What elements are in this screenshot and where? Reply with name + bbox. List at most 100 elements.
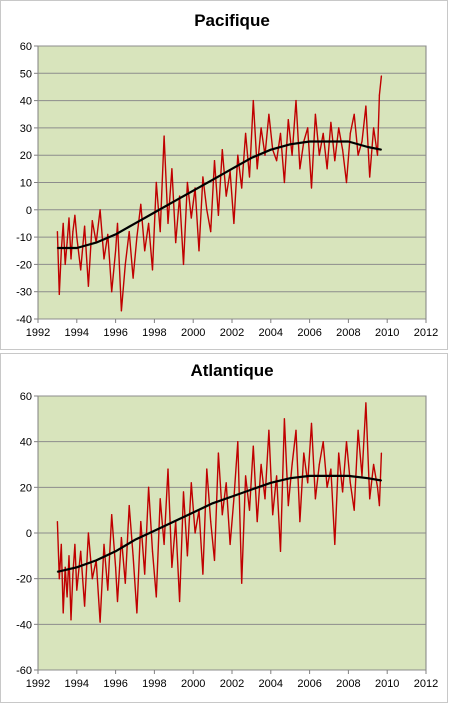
- data-point: [338, 127, 340, 129]
- data-point: [303, 452, 305, 454]
- data-point: [76, 589, 78, 591]
- x-tick-label: 2006: [297, 678, 321, 690]
- data-point: [198, 250, 200, 252]
- trend-point: [76, 247, 78, 249]
- data-point: [111, 291, 113, 293]
- y-tick-label: -20: [16, 259, 32, 271]
- data-point: [171, 168, 173, 170]
- data-point: [225, 195, 227, 197]
- x-tick-label: 2008: [336, 678, 360, 690]
- trend-point: [115, 233, 117, 235]
- data-point: [252, 100, 254, 102]
- data-point: [186, 555, 188, 557]
- data-point: [202, 573, 204, 575]
- data-point: [318, 463, 320, 466]
- data-point: [365, 105, 367, 107]
- data-point: [163, 135, 165, 137]
- x-tick-label: 1998: [142, 327, 166, 339]
- data-point: [115, 566, 117, 568]
- data-point: [334, 543, 336, 545]
- data-point: [345, 181, 348, 184]
- data-point: [279, 132, 282, 134]
- data-point: [124, 263, 126, 265]
- data-point: [91, 220, 93, 222]
- chart-panel-pacifique: Pacifique -40 -30 -20 -10 0 10 20 30 40 50 60 1992 19…: [0, 0, 448, 350]
- data-point: [225, 482, 227, 484]
- x-tick-label: 1992: [26, 678, 50, 690]
- data-point: [330, 121, 332, 123]
- data-point: [322, 132, 324, 134]
- data-point: [99, 621, 101, 623]
- trend-point: [115, 550, 117, 552]
- data-point: [179, 195, 181, 197]
- data-point: [291, 463, 293, 466]
- data-point: [287, 119, 289, 121]
- data-point: [136, 612, 138, 614]
- y-tick-label: 0: [26, 205, 32, 217]
- chart-panel-atlantique: Atlantique -60 -40 -20 0 20 40 60 1992 1994 1996 19…: [0, 353, 448, 703]
- data-point: [241, 582, 243, 584]
- data-point: [68, 217, 70, 219]
- data-point: [151, 550, 154, 552]
- data-point: [349, 482, 351, 484]
- data-point: [233, 498, 235, 500]
- chart-title: Pacifique: [194, 11, 270, 30]
- data-point: [76, 236, 78, 238]
- data-point: [148, 486, 150, 488]
- data-point: [72, 573, 74, 575]
- data-point: [213, 160, 216, 162]
- data-point: [248, 176, 251, 178]
- data-point: [330, 468, 332, 470]
- data-point: [310, 187, 313, 189]
- trend-point: [380, 149, 382, 151]
- trend-point: [153, 530, 155, 532]
- y-tick-label: -10: [16, 232, 32, 244]
- data-point: [357, 429, 359, 431]
- trend-point: [95, 559, 97, 561]
- data-point: [338, 452, 340, 454]
- x-tick-label: 2008: [336, 327, 360, 339]
- data-point: [291, 154, 293, 156]
- data-point: [175, 242, 177, 244]
- data-point: [140, 521, 142, 523]
- y-tick-label: 0: [26, 528, 32, 540]
- x-tick-label: 2002: [220, 678, 244, 690]
- data-point: [217, 452, 219, 454]
- data-point: [68, 555, 70, 557]
- trend-point: [134, 539, 136, 541]
- y-tick-label: 10: [20, 178, 32, 190]
- data-point: [87, 285, 89, 287]
- data-point: [70, 258, 72, 260]
- data-point: [182, 491, 185, 493]
- trend-point: [270, 482, 272, 484]
- x-tick-label: 2012: [414, 327, 438, 339]
- data-point: [365, 402, 367, 404]
- data-point: [84, 605, 86, 607]
- data-point: [380, 75, 382, 77]
- data-point: [376, 154, 379, 156]
- data-point: [66, 596, 68, 598]
- data-point: [276, 475, 278, 477]
- data-point: [194, 532, 196, 534]
- data-point: [229, 543, 231, 545]
- data-point: [151, 269, 154, 271]
- data-point: [256, 168, 258, 170]
- data-point: [148, 222, 150, 224]
- data-point: [233, 222, 235, 224]
- data-point: [283, 181, 285, 184]
- x-tick-label: 1994: [65, 678, 89, 690]
- trend-point: [250, 157, 252, 159]
- data-point: [314, 113, 316, 115]
- data-point: [361, 140, 363, 143]
- data-point: [307, 482, 309, 484]
- trend-point: [309, 475, 311, 477]
- trend-point: [192, 511, 194, 514]
- data-point: [72, 231, 74, 233]
- chart-pacifique: Pacifique -40 -30 -20 -10 0 10 20 30 40 50 60 1992 19…: [16, 11, 438, 339]
- data-point: [221, 514, 223, 516]
- y-tick-label: -40: [16, 619, 32, 631]
- y-tick-label: 20: [20, 150, 32, 162]
- y-tick-label: 40: [20, 437, 32, 449]
- data-point: [70, 619, 72, 621]
- data-point: [378, 505, 380, 507]
